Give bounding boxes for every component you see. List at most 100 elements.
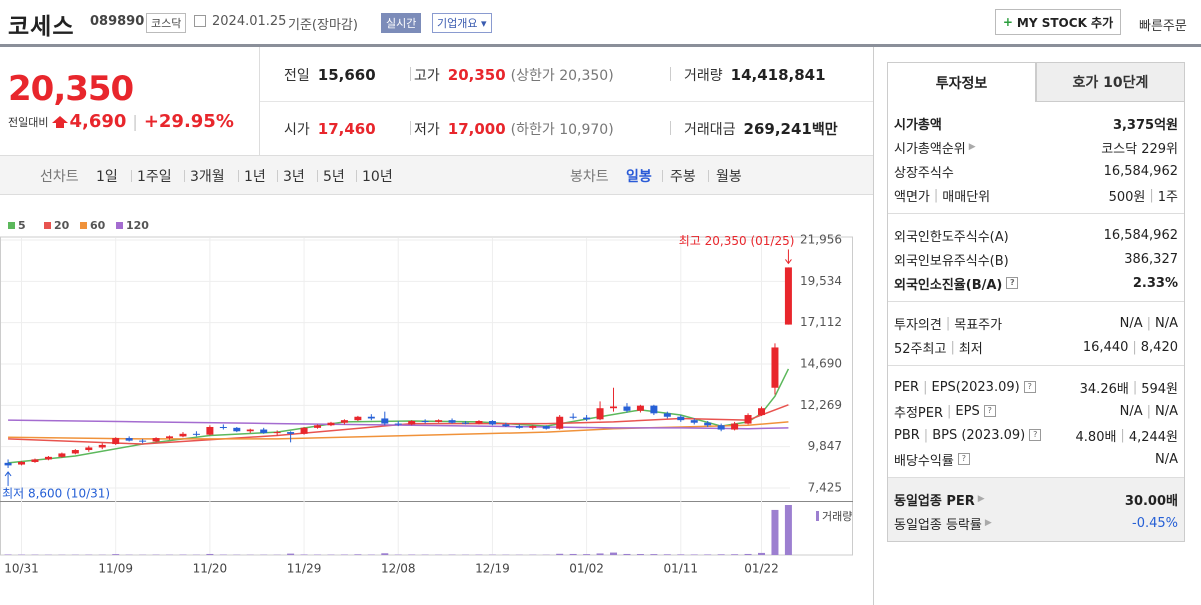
info-label-part: 시가총액 (894, 117, 942, 133)
info-label: 외국인한도주식수(A) (894, 226, 1009, 245)
help-icon[interactable]: ? (957, 453, 970, 465)
volume-bar (731, 554, 739, 555)
summary-cell: 전일 15,660 (284, 65, 376, 85)
separator: | (933, 187, 939, 203)
y-tick-label: 9,847 (808, 439, 842, 453)
quick-order[interactable]: 빠른주문 (1139, 19, 1187, 34)
info-label-part: 액면가 (894, 189, 930, 205)
candle-body (4, 462, 12, 466)
tab[interactable]: 투자정보 (887, 62, 1036, 102)
change-rate: +29.95% (143, 111, 234, 132)
chart: 5 20 60 120 7,425 9,847 12,269 14,690 17,112 19,5… (0, 219, 853, 576)
period-button[interactable]: 1일 (96, 169, 118, 185)
separator (131, 170, 132, 182)
period-button[interactable]: 5년 (323, 169, 345, 185)
info-label-part: 추정PER (894, 405, 944, 421)
candle-body (677, 416, 685, 421)
link-arrow[interactable]: ▶ (968, 142, 976, 152)
candle-period-button[interactable]: 월봉 (716, 169, 742, 185)
volume-bar (704, 554, 712, 555)
candle-body (515, 426, 523, 428)
volume-bar (583, 554, 591, 555)
period-button[interactable]: 3개월 (190, 169, 225, 185)
annotation-arrowhead (4, 471, 12, 477)
info-label-part: 동일업종 등락률 (894, 517, 982, 533)
volume-bar (758, 552, 766, 555)
candle-body (152, 438, 160, 442)
tab[interactable]: 호가 10단계 (1036, 62, 1185, 102)
separator: | (923, 379, 928, 395)
info-label: 동일업종 등락률 ▶ (894, 514, 992, 533)
realtime-button[interactable]: 실시간 (381, 13, 422, 33)
x-tick-label: 01/02 (569, 562, 604, 576)
candle-body (260, 429, 268, 433)
candle-period-button[interactable]: 주봉 (670, 169, 696, 185)
info-label: 투자의견 | 목표주가 (894, 314, 1002, 333)
candle-body (394, 423, 402, 425)
candle-body (354, 416, 362, 421)
period-button[interactable]: 1년 (244, 169, 266, 185)
separator: | (1149, 187, 1154, 203)
info-value: 코스닥 229위 (1101, 138, 1178, 157)
info-label-part: 상장주식수 (894, 165, 954, 181)
summary-value: 269,241 (743, 120, 812, 138)
period-button[interactable]: 1주일 (137, 169, 172, 185)
info-row: 시가총액순위 ▶ 코스닥 229위 (888, 135, 1184, 159)
info-value: 16,584,962 (1104, 164, 1178, 179)
info-value-part: 386,327 (1124, 251, 1178, 267)
volume-bar (354, 554, 362, 555)
candle-body (408, 421, 416, 425)
candle-body (596, 408, 604, 420)
my-stock-button[interactable]: + MY STOCK 추가 (995, 9, 1121, 35)
candle-body (192, 433, 200, 435)
period-button[interactable]: 10년 (362, 169, 393, 185)
date: 2024.01.25 (212, 14, 287, 29)
link-arrow[interactable]: ▶ (977, 494, 985, 504)
candle-body (488, 421, 496, 425)
info-label: PER | EPS(2023.09)? (894, 380, 1036, 395)
info-label-part: 52주최고 (894, 341, 947, 357)
candle-period-button[interactable]: 일봉 (626, 169, 652, 185)
link-arrow[interactable]: ▶ (984, 518, 992, 528)
candle-body (435, 420, 443, 422)
info-label: 배당수익률? (894, 450, 970, 469)
candle-body (139, 440, 147, 442)
help-icon[interactable]: ? (983, 405, 996, 417)
candle-body (246, 429, 254, 432)
info-value-part: 2.33% (1132, 275, 1178, 291)
volume-bar (381, 553, 389, 555)
legend-swatch (8, 222, 15, 229)
legend-swatch (80, 222, 87, 229)
candle-body (421, 421, 429, 423)
candle-chart-label: 봉차트 (570, 169, 609, 185)
separator (356, 170, 357, 182)
info-value-part: 1주 (1157, 189, 1178, 205)
summary-label: 저가 (414, 122, 440, 138)
separator (670, 121, 671, 135)
help-icon[interactable]: ? (1023, 381, 1036, 393)
company-button[interactable]: 기업개요 ▾ (432, 13, 492, 33)
candle-body (663, 413, 671, 417)
candle-body (650, 405, 658, 414)
candle-body (690, 420, 698, 423)
y-tick-label: 7,425 (808, 481, 842, 495)
divider (873, 47, 874, 605)
candle-body (327, 422, 335, 426)
info-value-part: 코스닥 229위 (1101, 141, 1178, 157)
period-button[interactable]: 3년 (283, 169, 305, 185)
separator (410, 67, 411, 81)
x-tick-label: 10/31 (4, 562, 39, 576)
legend-label: 5 (18, 219, 26, 232)
annotation: 최고 20,350 (01/25) (679, 234, 795, 248)
info-value: 386,327 (1124, 252, 1178, 267)
legend-label: 20 (54, 219, 70, 232)
info-row: 상장주식수 16,584,962 (888, 159, 1184, 183)
separator: | (1146, 315, 1151, 331)
help-icon[interactable]: ? (1029, 429, 1042, 441)
help-icon[interactable]: ? (1006, 277, 1019, 289)
info-row: PER | EPS(2023.09)? 34.26배 | 594원 (888, 375, 1184, 399)
info-label: 상장주식수 (894, 162, 954, 181)
volume-bar (677, 554, 685, 555)
info-value-part: N/A (1119, 403, 1143, 419)
info-label-part: 외국인한도주식수(A) (894, 229, 1009, 245)
